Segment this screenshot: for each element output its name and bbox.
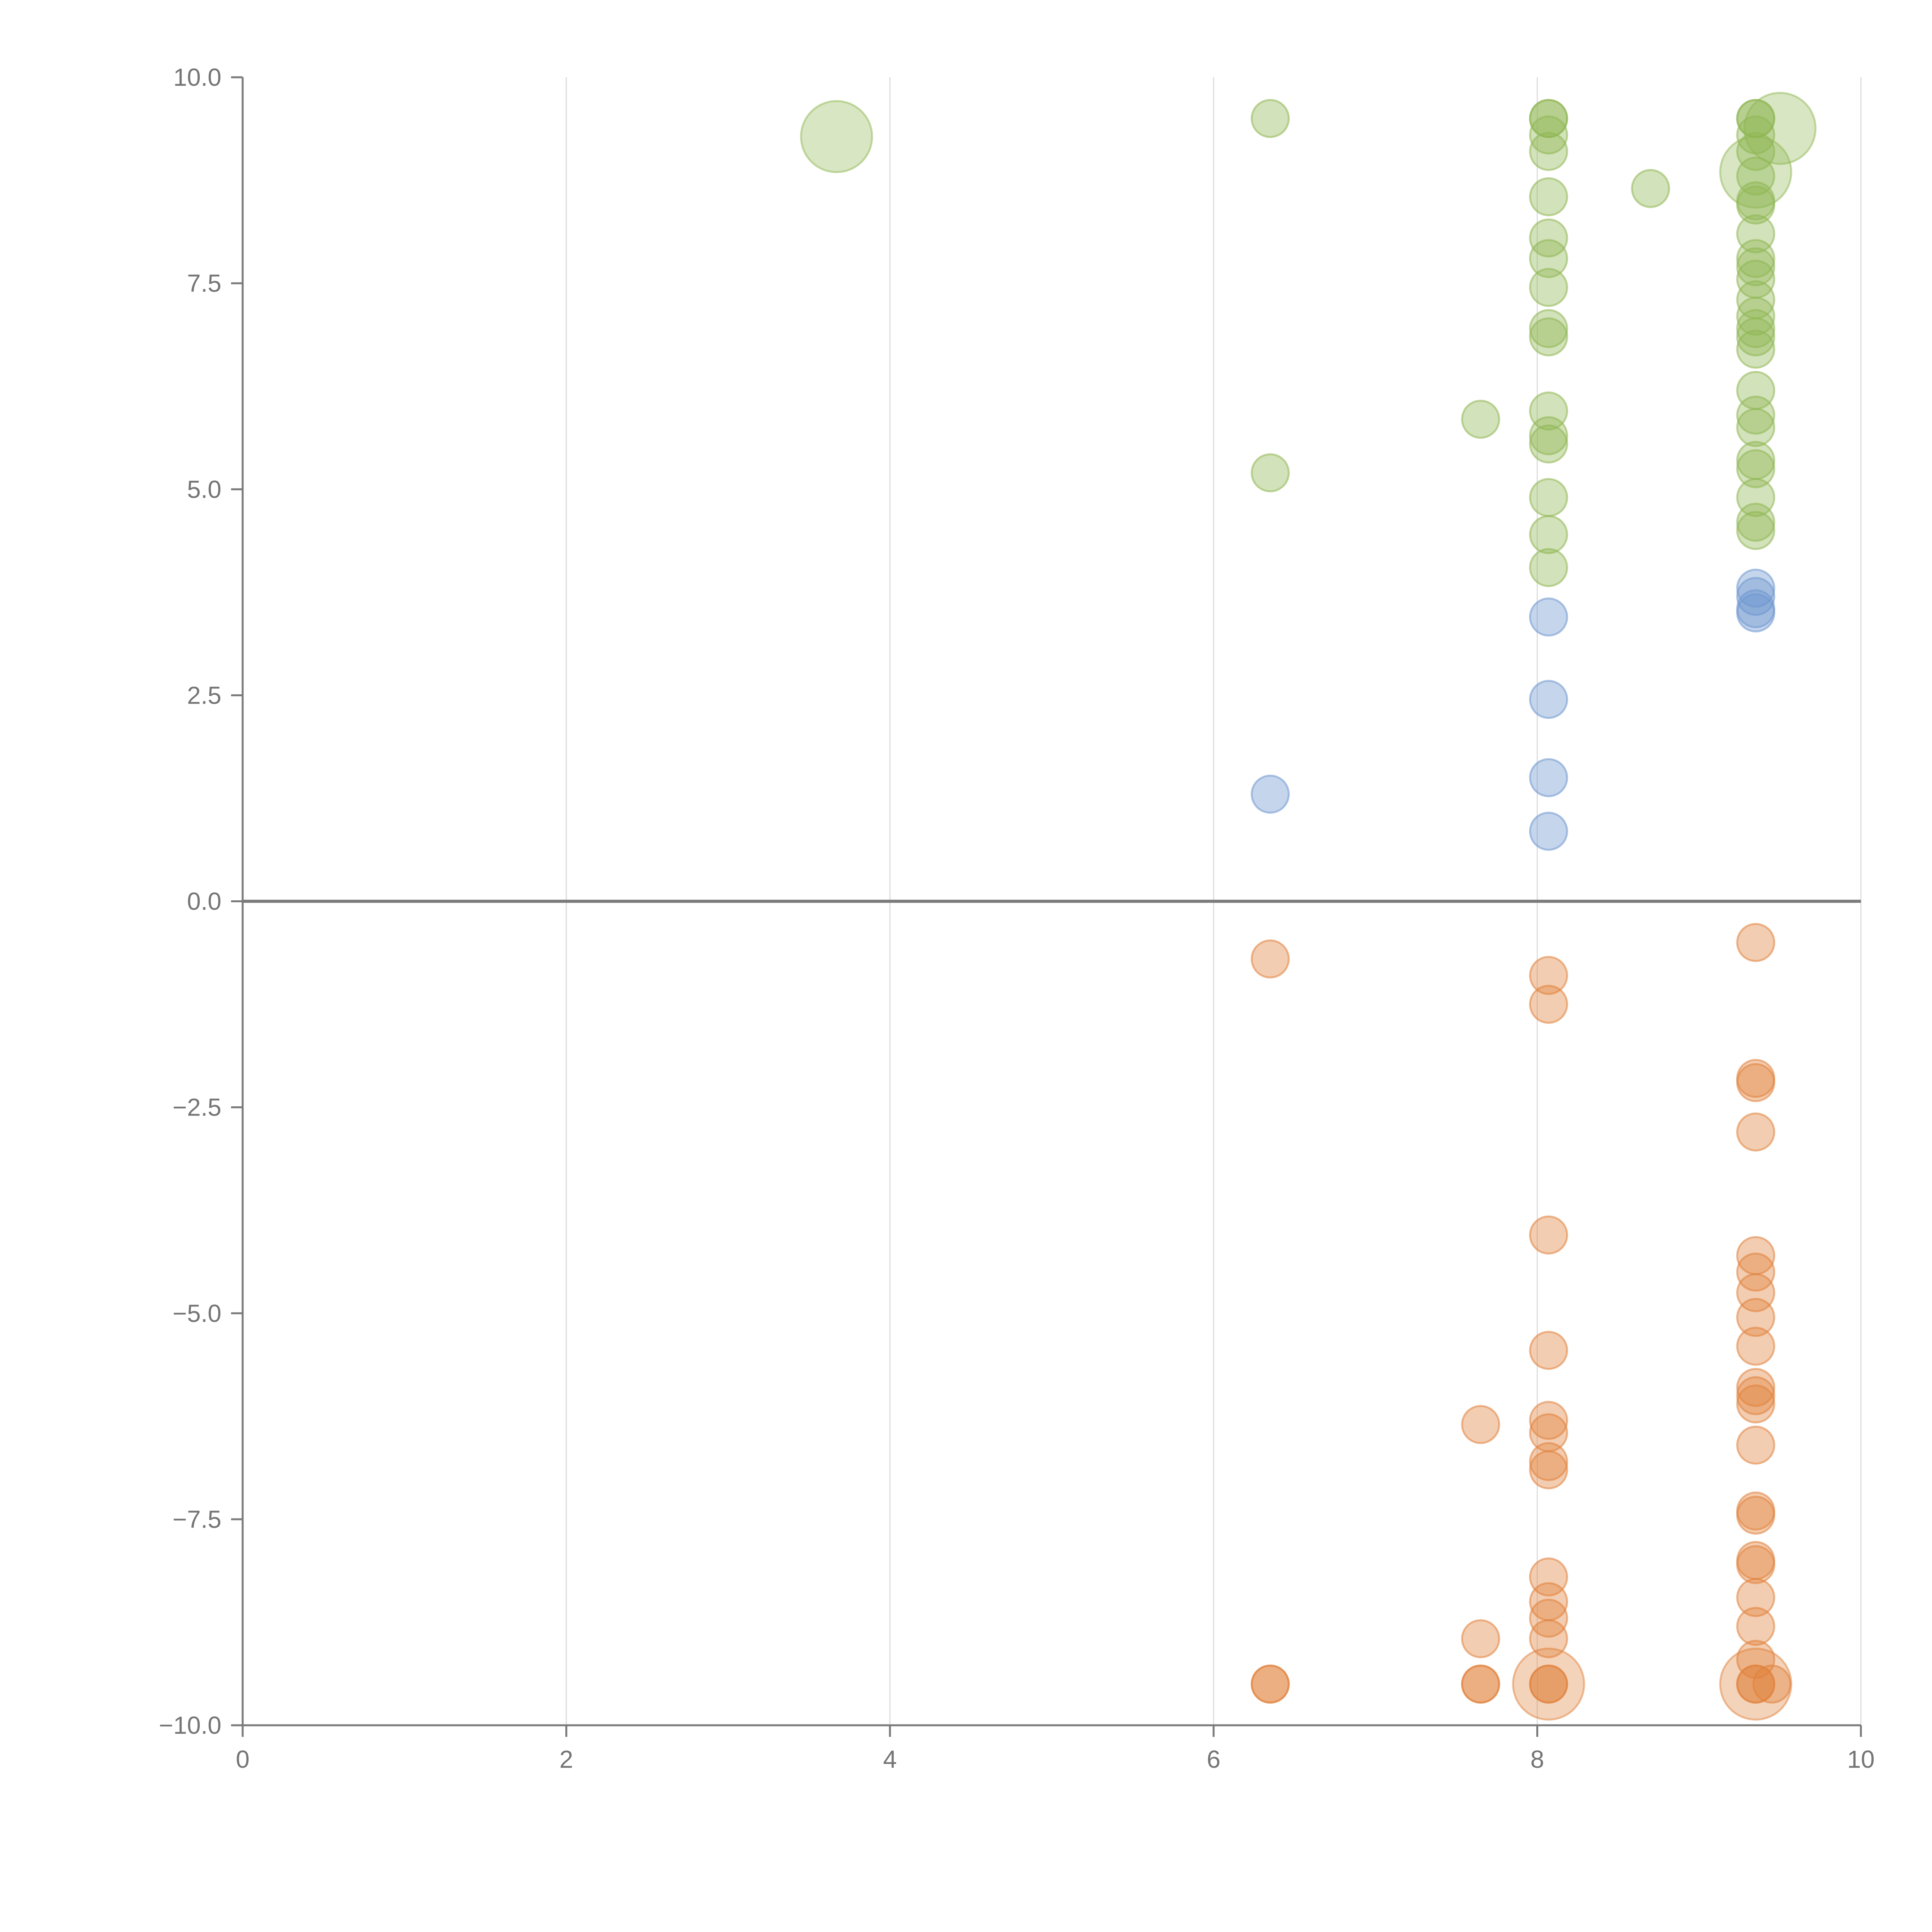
- data-point: [1250, 99, 1290, 138]
- data-point: [1250, 453, 1290, 493]
- data-point: [1736, 115, 1776, 155]
- cluster-markers: [800, 92, 1817, 1721]
- data-point: [1736, 1298, 1776, 1337]
- y-tick-label: 0.0: [187, 888, 221, 915]
- data-point: [1529, 416, 1568, 456]
- data-point: [1529, 597, 1568, 637]
- tick-labels: 0 2 4 6 8 10 10.0 7.5 5.0 2.5 0.0 −2.5 −5.0 −7.5 −10.0: [159, 63, 1875, 1773]
- data-point: [1529, 1619, 1568, 1658]
- data-point: [1736, 1063, 1776, 1102]
- data-point: [1736, 1368, 1776, 1407]
- cluster-marker: [1743, 92, 1817, 165]
- data-point: [1736, 185, 1776, 225]
- data-point: [1736, 449, 1776, 488]
- data-point: [1461, 400, 1500, 439]
- data-point: [1529, 268, 1568, 307]
- data-point: [1529, 680, 1568, 719]
- data-point: [1529, 309, 1568, 348]
- data-point: [1736, 395, 1776, 435]
- data-point: [1736, 239, 1776, 278]
- data-point: [1529, 1442, 1568, 1481]
- data-point: [1529, 239, 1568, 278]
- data-point: [1736, 309, 1776, 348]
- data-point: [1529, 548, 1568, 587]
- data-point: [1736, 247, 1776, 286]
- data-point: [1529, 758, 1568, 798]
- data-point: [1529, 985, 1568, 1024]
- data-point: [1736, 1327, 1776, 1366]
- data-point: [1736, 1384, 1776, 1423]
- data-points: [1250, 99, 1792, 1704]
- data-point: [1736, 593, 1776, 633]
- y-tick-label: 10.0: [173, 63, 221, 91]
- y-tick-label: 5.0: [187, 475, 221, 503]
- data-point: [1736, 1664, 1776, 1704]
- data-point: [1529, 478, 1568, 517]
- x-tick-label: 8: [1531, 1745, 1544, 1773]
- y-tick-label: −10.0: [159, 1711, 221, 1739]
- data-point: [1529, 1450, 1568, 1490]
- data-point: [1736, 330, 1776, 369]
- data-point: [1461, 1664, 1500, 1704]
- data-point: [1736, 1376, 1776, 1415]
- data-point: [1529, 424, 1568, 464]
- data-point: [1736, 317, 1776, 357]
- data-point: [1529, 115, 1568, 155]
- data-point: [1736, 577, 1776, 616]
- cluster-marker: [800, 100, 873, 173]
- data-point: [1736, 408, 1776, 447]
- data-point: [1736, 923, 1776, 962]
- data-point: [1250, 774, 1290, 814]
- x-tick-label: 0: [236, 1745, 250, 1773]
- y-tick-label: 2.5: [187, 681, 221, 709]
- data-point: [1631, 169, 1670, 208]
- data-point: [1529, 218, 1568, 258]
- data-point: [1736, 1607, 1776, 1646]
- data-point: [1736, 296, 1776, 336]
- data-point: [1250, 939, 1290, 979]
- y-tick-label: −7.5: [173, 1505, 221, 1533]
- x-tick-label: 2: [560, 1745, 573, 1773]
- data-point: [1529, 1599, 1568, 1638]
- data-point: [1529, 1215, 1568, 1255]
- data-point: [1529, 956, 1568, 995]
- data-point: [1529, 811, 1568, 851]
- data-point: [1461, 1619, 1500, 1658]
- data-point: [1736, 1112, 1776, 1152]
- data-point: [1529, 1664, 1568, 1704]
- data-point: [1529, 99, 1568, 138]
- data-point: [1529, 515, 1568, 554]
- x-tick-label: 6: [1207, 1745, 1221, 1773]
- y-tick-label: −2.5: [173, 1094, 221, 1121]
- data-point: [1461, 1405, 1500, 1444]
- data-point: [1736, 99, 1776, 138]
- data-point: [1752, 1664, 1792, 1704]
- data-point: [1736, 511, 1776, 550]
- x-tick-label: 10: [1847, 1745, 1874, 1773]
- data-point: [1529, 1401, 1568, 1440]
- y-tick-label: 7.5: [187, 269, 221, 297]
- axes: [231, 76, 1862, 1737]
- data-point: [1736, 503, 1776, 542]
- data-point: [1736, 1545, 1776, 1584]
- cluster-marker: [1512, 1647, 1585, 1721]
- data-point: [1529, 317, 1568, 357]
- data-point: [1250, 1664, 1290, 1704]
- x-tick-label: 4: [883, 1745, 897, 1773]
- data-point: [1529, 1331, 1568, 1370]
- data-point: [1529, 177, 1568, 216]
- data-point: [1529, 132, 1568, 171]
- data-point: [1736, 1425, 1776, 1465]
- data-point: [1736, 1578, 1776, 1617]
- data-point: [1736, 1252, 1776, 1292]
- y-tick-label: −5.0: [173, 1299, 221, 1327]
- data-point: [1736, 1495, 1776, 1535]
